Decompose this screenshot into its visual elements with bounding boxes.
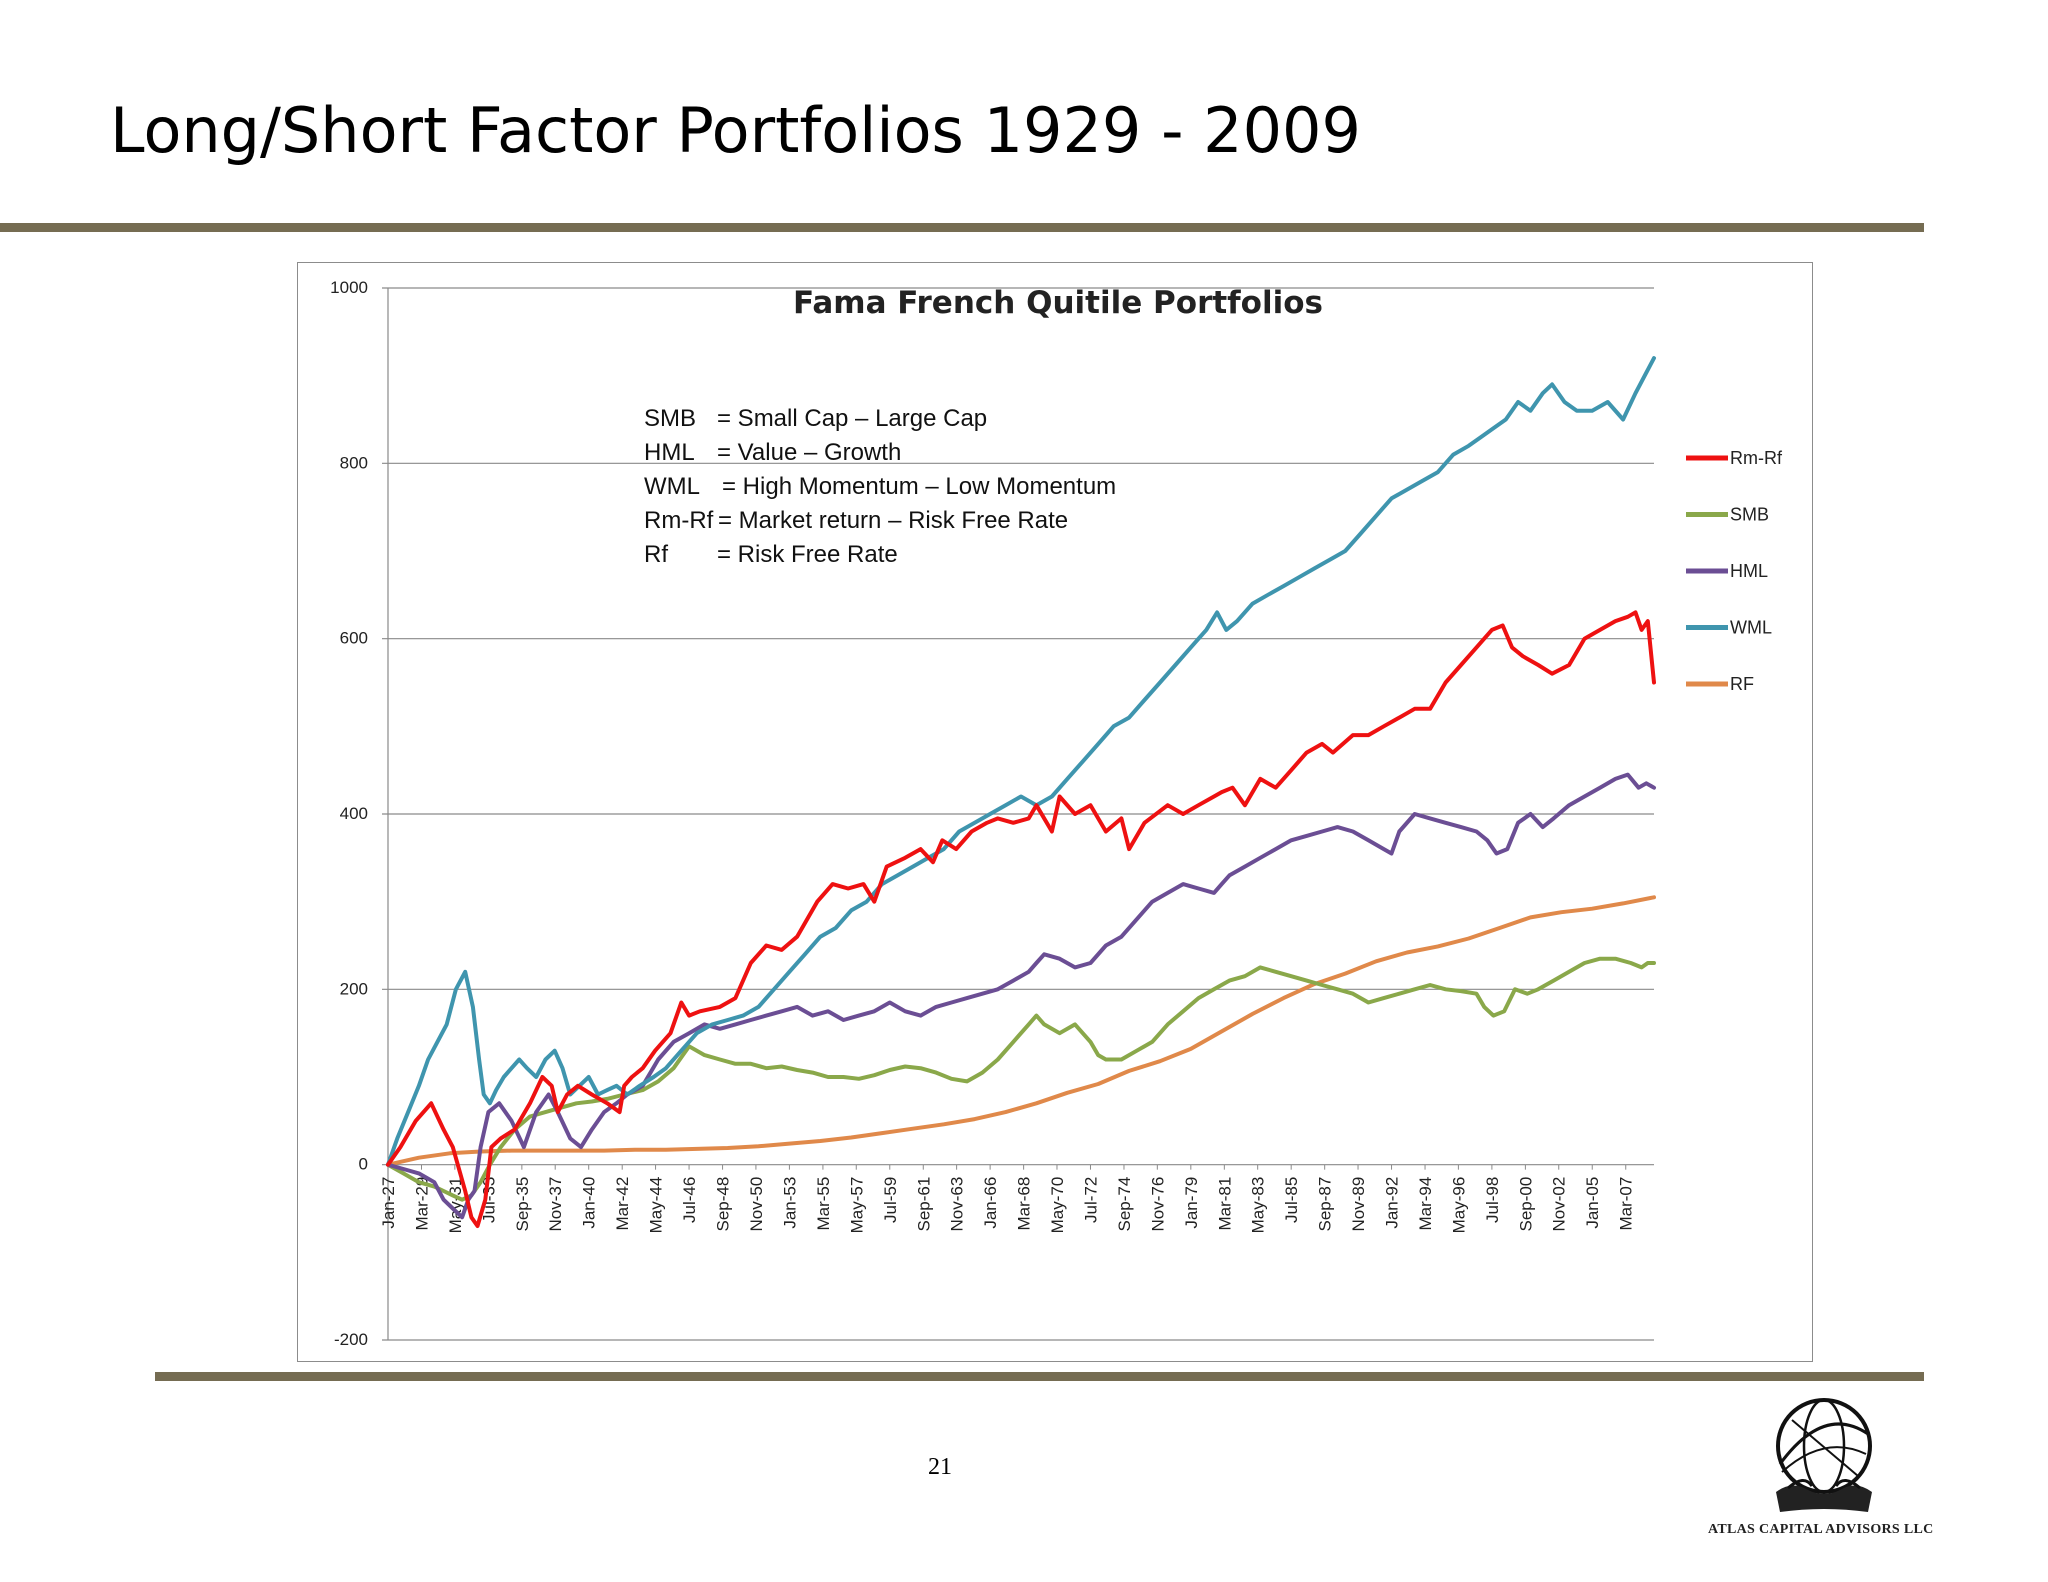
y-tick-label: 600: [340, 629, 368, 648]
series-line-rmrf: [386, 610, 1656, 1228]
y-tick-label: 1000: [330, 278, 368, 297]
x-tick-label: May-57: [847, 1177, 866, 1234]
x-tick-label: Mar-07: [1617, 1177, 1636, 1231]
x-tick-label: Nov-89: [1349, 1177, 1368, 1232]
x-tick-label: Jan-53: [780, 1177, 799, 1229]
x-tick-label: May-31: [446, 1177, 465, 1234]
y-tick-label: -200: [334, 1330, 368, 1349]
x-tick-label: Jul-46: [680, 1177, 699, 1223]
definition-term: SMB: [644, 405, 696, 432]
y-tick-label: 800: [340, 453, 368, 472]
x-tick-label: Sep-35: [513, 1177, 532, 1232]
x-tick-label: May-70: [1048, 1177, 1067, 1234]
legend-label: HML: [1730, 561, 1768, 581]
definition-term: WML: [644, 473, 700, 500]
chart-title: Fama French Quitile Portfolios: [793, 285, 1323, 321]
x-tick-label: Mar-68: [1015, 1177, 1034, 1231]
x-tick-label: Nov-63: [948, 1177, 967, 1232]
definition-term: Rm-Rf: [644, 507, 714, 534]
legend-label: Rm-Rf: [1730, 448, 1783, 468]
x-tick-label: Nov-02: [1550, 1177, 1569, 1232]
x-tick-label: Sep-74: [1115, 1177, 1134, 1232]
globe-atlas-icon: [1776, 1398, 1872, 1512]
x-tick-label: Jan-27: [379, 1177, 398, 1229]
x-tick-label: Mar-81: [1215, 1177, 1234, 1231]
x-tick-label: Mar-42: [613, 1177, 632, 1231]
y-tick-label: 400: [340, 804, 368, 823]
x-tick-label: Jan-92: [1383, 1177, 1402, 1229]
definition-meaning: = High Momentum – Low Momentum: [722, 473, 1116, 500]
x-tick-label: Mar-94: [1416, 1177, 1435, 1231]
bottom-rule: [155, 1372, 1924, 1381]
x-tick-label: Jan-79: [1182, 1177, 1201, 1229]
x-tick-label: Mar-55: [814, 1177, 833, 1231]
x-tick-label: Nov-37: [546, 1177, 565, 1232]
definition-meaning: = Risk Free Rate: [717, 541, 898, 568]
definition-meaning: = Small Cap – Large Cap: [717, 405, 987, 432]
definition-meaning: = Value – Growth: [717, 439, 901, 466]
y-tick-label: 200: [340, 979, 368, 998]
definition-meaning: = Market return – Risk Free Rate: [718, 507, 1068, 534]
slide-title: Long/Short Factor Portfolios 1929 - 2009: [110, 94, 1361, 167]
x-tick-label: Jan-05: [1583, 1177, 1602, 1229]
x-tick-label: Sep-61: [914, 1177, 933, 1232]
x-tick-label: May-44: [647, 1177, 666, 1234]
page-number: 21: [928, 1454, 952, 1480]
x-tick-label: Jul-72: [1081, 1177, 1100, 1223]
x-tick-label: Jan-40: [580, 1177, 599, 1229]
x-tick-label: May-96: [1449, 1177, 1468, 1234]
definition-term: Rf: [644, 541, 668, 568]
legend-label: RF: [1730, 674, 1754, 694]
x-tick-label: Jul-33: [479, 1177, 498, 1223]
x-tick-label: Mar-29: [413, 1177, 432, 1231]
x-tick-label: Sep-48: [714, 1177, 733, 1232]
chart-frame: -200 0 200 400 600 800 1000 Jan-27 Mar-29 May-31 J…: [297, 262, 1813, 1362]
x-tick-label: Jul-85: [1282, 1177, 1301, 1223]
top-rule: [0, 223, 1924, 232]
series-line-smb: [386, 956, 1656, 1202]
y-tick-label: 0: [359, 1155, 368, 1174]
x-tick-label: May-83: [1249, 1177, 1268, 1234]
series-line-wml: [386, 356, 1656, 1167]
x-tick-label: Jan-66: [981, 1177, 1000, 1229]
x-tick-label: Nov-76: [1148, 1177, 1167, 1232]
company-name: ATLAS CAPITAL ADVISORS LLC: [1708, 1522, 1934, 1537]
x-tick-label: Sep-87: [1316, 1177, 1335, 1232]
legend-label: SMB: [1730, 505, 1769, 525]
definition-term: HML: [644, 439, 695, 466]
x-tick-label: Jul-59: [881, 1177, 900, 1223]
x-tick-label: Sep-00: [1516, 1177, 1535, 1232]
series-line-rf: [386, 895, 1656, 1167]
legend-label: WML: [1730, 618, 1772, 638]
x-tick-label: Nov-50: [747, 1177, 766, 1232]
factor-chart: -200 0 200 400 600 800 1000 Jan-27 Mar-29 May-31 J…: [330, 278, 1783, 1349]
x-tick-label: Jul-98: [1483, 1177, 1502, 1223]
